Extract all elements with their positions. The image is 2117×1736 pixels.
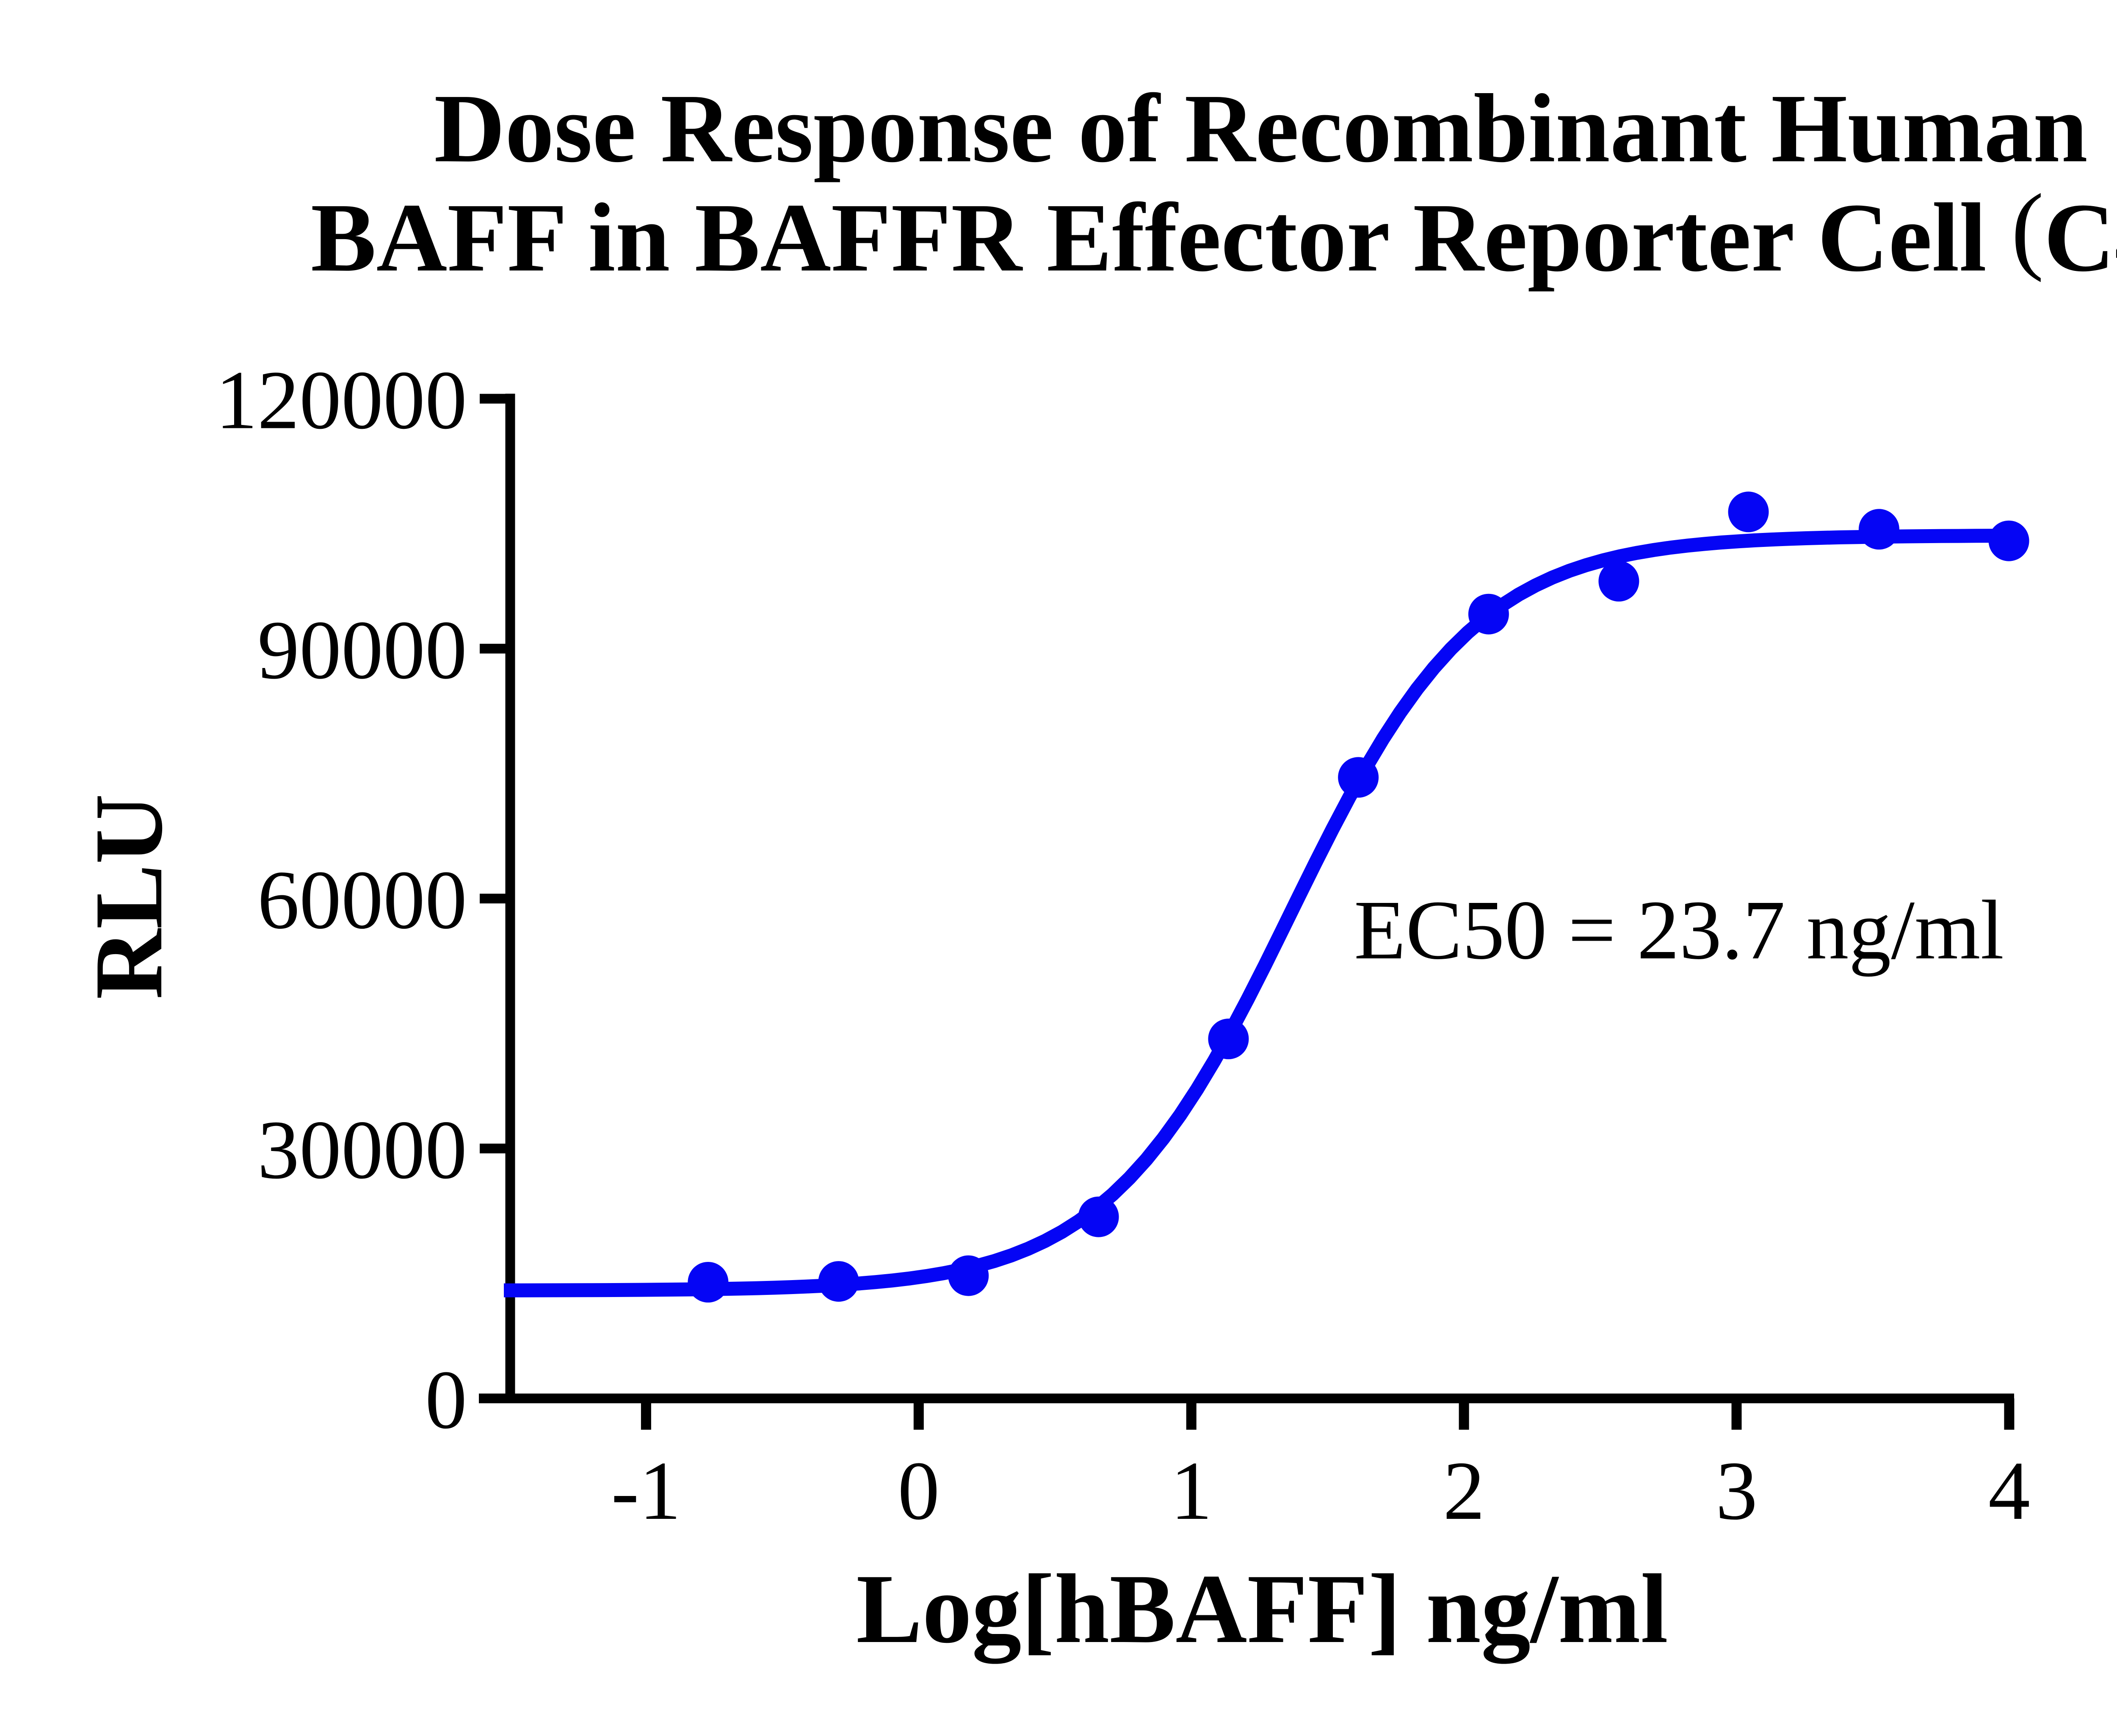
svg-text:60000: 60000 [257, 853, 467, 946]
svg-text:3: 3 [1716, 1444, 1758, 1537]
svg-text:0: 0 [898, 1444, 940, 1537]
svg-text:Dose Response of Recombinant H: Dose Response of Recombinant Human [434, 74, 2087, 183]
svg-text:120000: 120000 [216, 353, 467, 446]
svg-text:30000: 30000 [257, 1104, 467, 1196]
svg-text:90000: 90000 [257, 604, 467, 696]
svg-text:1: 1 [1170, 1444, 1212, 1537]
svg-text:RLU: RLU [75, 794, 182, 999]
svg-text:0: 0 [425, 1353, 467, 1446]
svg-text:-1: -1 [611, 1444, 681, 1537]
svg-text:Log[hBAFF] ng/ml: Log[hBAFF] ng/ml [856, 1554, 1668, 1664]
svg-text:EC50 = 23.7 ng/ml: EC50 = 23.7 ng/ml [1354, 883, 2004, 977]
svg-text:2: 2 [1443, 1444, 1485, 1537]
svg-text:BAFF in BAFFR Effector Reporte: BAFF in BAFFR Effector Reporter Cell (C4… [311, 174, 2117, 292]
svg-text:4: 4 [1988, 1444, 2030, 1537]
